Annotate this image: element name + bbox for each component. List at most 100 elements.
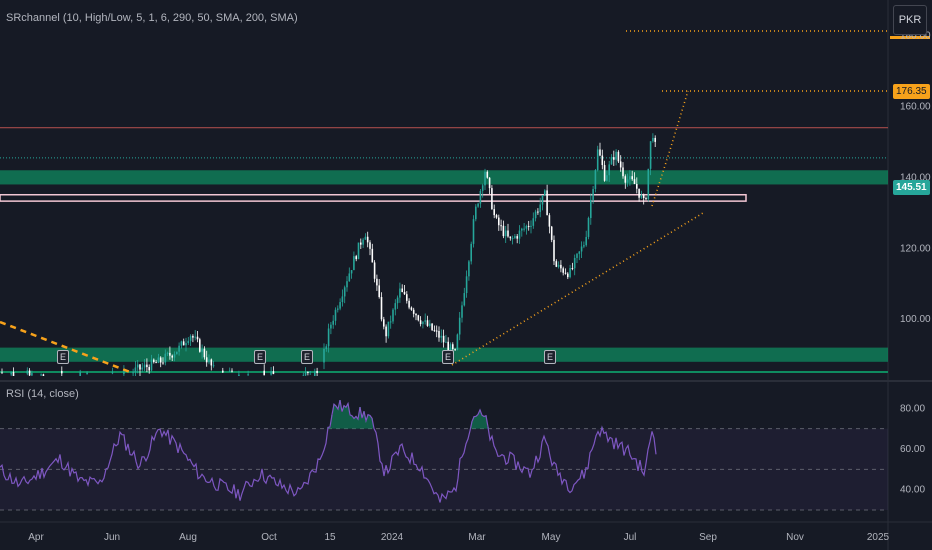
candle-body	[557, 264, 560, 267]
candle-body	[180, 341, 183, 346]
candle-body	[553, 239, 555, 262]
earnings-marker[interactable]: E	[301, 350, 313, 364]
candle-body	[40, 374, 42, 376]
candle-body	[346, 281, 348, 288]
candle-body	[449, 344, 452, 351]
candle-body	[633, 179, 636, 184]
candle-body	[507, 230, 509, 237]
pink-level-box	[0, 193, 747, 202]
candle-body	[136, 364, 139, 368]
candle-body	[111, 372, 114, 374]
candle-body	[194, 336, 196, 338]
candle-body	[403, 292, 406, 295]
candle-body	[373, 262, 376, 279]
candle-body	[212, 365, 215, 367]
srchannel-legend[interactable]: SRchannel (10, High/Low, 5, 1, 6, 290, 5…	[6, 12, 298, 24]
candle-body	[626, 179, 629, 183]
candle-body	[410, 307, 413, 310]
candle-body	[573, 257, 576, 269]
candle-body	[208, 359, 210, 363]
candle-body	[493, 209, 495, 216]
candle-body	[185, 343, 187, 346]
candle-body	[509, 236, 512, 239]
candle-body	[153, 359, 155, 363]
candle-body	[203, 348, 206, 358]
candle-body	[562, 268, 564, 273]
candle-body	[452, 344, 454, 350]
candle-body	[270, 371, 272, 375]
candle-body	[28, 370, 31, 376]
candle-body	[631, 176, 633, 180]
candle-body	[369, 242, 371, 249]
earnings-marker[interactable]: E	[544, 350, 556, 364]
candle-body	[426, 320, 429, 326]
candle-body	[484, 171, 486, 186]
time-tick-label: May	[542, 532, 561, 543]
candle-body	[61, 371, 63, 374]
candle-body	[629, 176, 631, 180]
candle-body	[353, 256, 355, 271]
candle-body	[371, 248, 374, 263]
candle-body	[544, 190, 546, 196]
candle-body	[330, 324, 332, 329]
candle-body	[314, 370, 316, 376]
candle-body	[383, 319, 385, 327]
candle-body	[479, 190, 482, 204]
candle-body	[463, 293, 466, 306]
candle-body	[587, 217, 590, 237]
earnings-marker[interactable]: E	[442, 350, 454, 364]
candle-body	[546, 190, 548, 216]
candle-body	[481, 185, 484, 191]
candle-body	[440, 335, 443, 338]
time-tick-label: Mar	[468, 532, 486, 543]
candle-body	[613, 157, 615, 160]
candlestick-series	[1, 133, 656, 376]
earnings-marker[interactable]: E	[57, 350, 69, 364]
candle-body	[590, 199, 592, 218]
candle-body	[424, 320, 426, 322]
time-tick-label: Sep	[699, 532, 717, 543]
axes: 180.00 160.00 140.00 120.00 100.00 80.00 60.00…	[28, 30, 931, 543]
candle-body	[461, 305, 463, 318]
candle-body	[205, 357, 208, 363]
candle-body	[608, 164, 610, 176]
candle-body	[304, 372, 307, 376]
currency-button[interactable]: PKR	[893, 5, 927, 35]
candle-body	[458, 317, 461, 335]
candle-body	[527, 225, 530, 227]
candle-body	[412, 309, 415, 314]
candle-body	[601, 155, 604, 166]
rsi-tick-label: 40.00	[900, 485, 925, 496]
candle-body	[638, 188, 640, 198]
candle-body	[603, 165, 606, 181]
candle-body	[406, 294, 408, 301]
rsi-tick-label: 80.00	[900, 403, 925, 414]
candle-body	[196, 336, 199, 340]
candle-body	[341, 296, 344, 303]
candle-body	[472, 219, 475, 244]
candle-body	[396, 297, 399, 304]
candle-body	[495, 215, 498, 218]
candle-body	[222, 370, 224, 373]
candle-body	[447, 341, 449, 351]
candle-body	[435, 330, 438, 332]
candle-body	[141, 367, 144, 370]
candle-body	[159, 357, 162, 363]
last-price-tag: 145.51	[893, 180, 930, 195]
time-tick-label: Apr	[28, 532, 44, 543]
time-tick-label: Jun	[104, 532, 120, 543]
rsi-legend[interactable]: RSI (14, close)	[6, 388, 79, 400]
candle-body	[429, 323, 431, 326]
candle-body	[488, 177, 491, 189]
candle-body	[470, 243, 472, 262]
earnings-marker[interactable]: E	[254, 350, 266, 364]
candle-body	[307, 372, 309, 374]
candle-body	[1, 372, 3, 374]
candle-body	[596, 149, 599, 171]
candle-body	[164, 353, 167, 363]
candle-body	[192, 335, 194, 338]
candle-body	[132, 372, 134, 374]
candle-body	[210, 359, 213, 366]
candle-body	[360, 242, 362, 245]
